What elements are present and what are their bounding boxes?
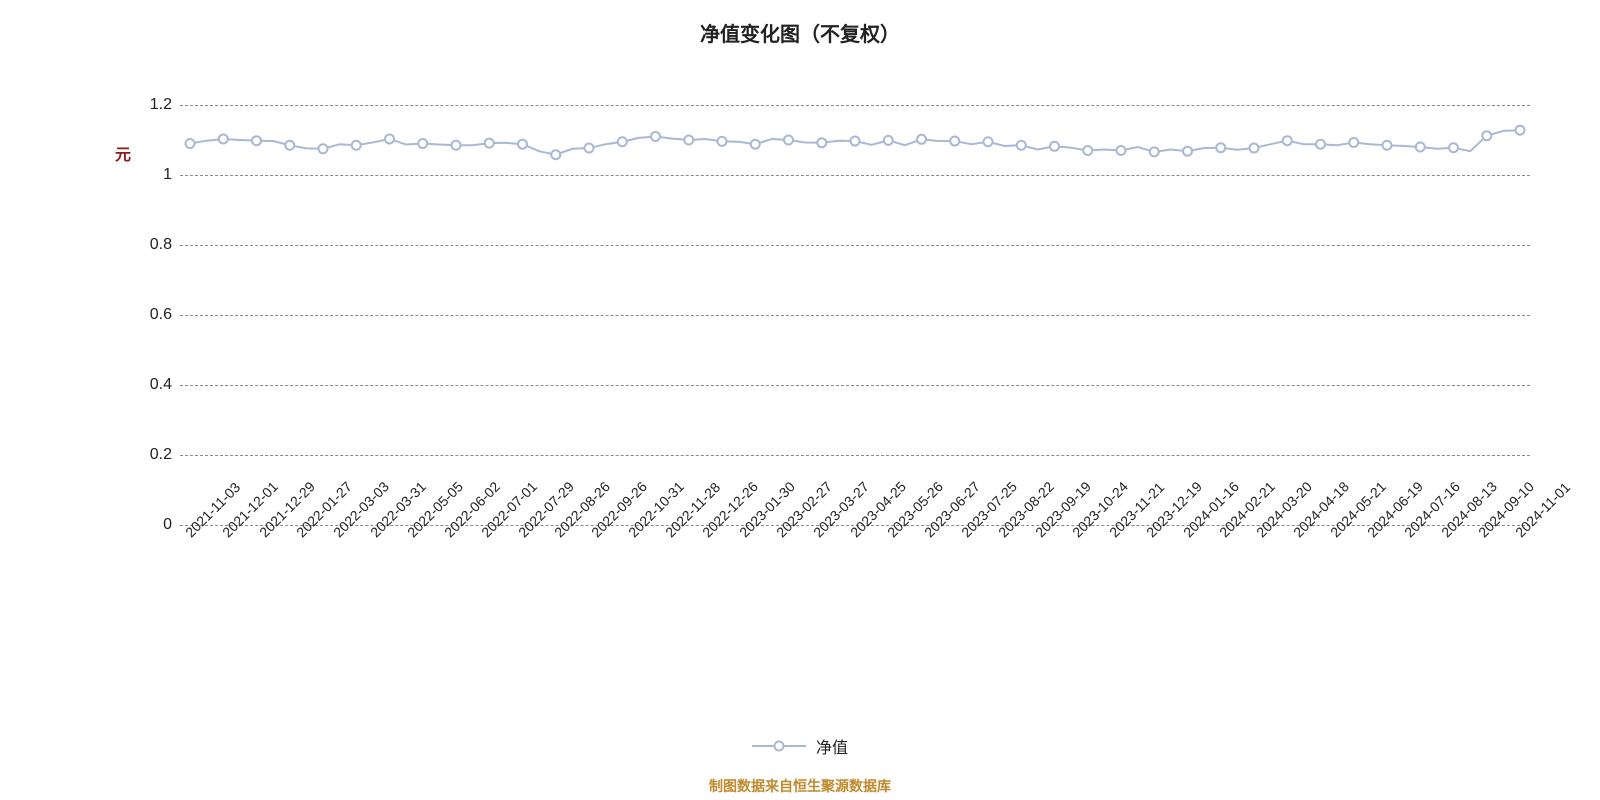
data-marker [518, 140, 527, 149]
data-marker [851, 137, 860, 146]
data-marker [418, 139, 427, 148]
data-marker [352, 141, 361, 150]
data-marker [186, 139, 195, 148]
data-marker [585, 144, 594, 153]
data-marker [551, 150, 560, 159]
data-marker [784, 136, 793, 145]
y-tick-label: 0.6 [150, 306, 172, 324]
legend: 净值 [0, 734, 1600, 758]
data-marker [1283, 136, 1292, 145]
data-marker [485, 139, 494, 148]
y-tick-label: 0.2 [150, 446, 172, 464]
data-marker [618, 137, 627, 146]
data-marker [1349, 138, 1358, 147]
data-marker [751, 140, 760, 149]
data-marker [1383, 141, 1392, 150]
data-marker [1117, 146, 1126, 155]
y-tick-label: 1.2 [150, 96, 172, 114]
gridline [180, 455, 1530, 456]
data-marker [1183, 147, 1192, 156]
data-marker [917, 135, 926, 144]
legend-marker-svg [752, 739, 806, 753]
chart-title: 净值变化图（不复权） [0, 18, 1600, 47]
plot-area: 00.20.40.60.811.22021-11-032021-12-01202… [180, 105, 1530, 525]
data-marker [1150, 147, 1159, 156]
data-marker [1316, 140, 1325, 149]
footer-credit: 制图数据来自恒生聚源数据库 [0, 776, 1600, 796]
gridline [180, 245, 1530, 246]
data-marker [718, 137, 727, 146]
data-marker [1250, 144, 1259, 153]
data-marker [884, 136, 893, 145]
gridline [180, 175, 1530, 176]
data-marker [1216, 143, 1225, 152]
y-tick-label: 1 [163, 166, 172, 184]
y-tick-label: 0 [163, 516, 172, 534]
data-marker [1416, 143, 1425, 152]
legend-label: 净值 [816, 734, 848, 758]
data-marker [285, 141, 294, 150]
data-marker [984, 137, 993, 146]
data-marker [319, 144, 328, 153]
chart-container: 净值变化图（不复权） 元 00.20.40.60.811.22021-11-03… [0, 0, 1600, 800]
data-marker [684, 136, 693, 145]
data-marker [1050, 142, 1059, 151]
data-marker [1083, 146, 1092, 155]
gridline [180, 385, 1530, 386]
data-marker [817, 138, 826, 147]
data-marker [1017, 141, 1026, 150]
data-marker [1449, 143, 1458, 152]
y-tick-label: 0.4 [150, 376, 172, 394]
data-marker [651, 132, 660, 141]
data-marker [950, 137, 959, 146]
data-marker [1482, 131, 1491, 140]
data-marker [452, 141, 461, 150]
data-marker [385, 134, 394, 143]
y-axis-label: 元 [108, 146, 132, 156]
data-marker [1516, 126, 1525, 135]
gridline [180, 315, 1530, 316]
data-marker [219, 134, 228, 143]
gridline [180, 105, 1530, 106]
data-marker [252, 136, 261, 145]
y-tick-label: 0.8 [150, 236, 172, 254]
